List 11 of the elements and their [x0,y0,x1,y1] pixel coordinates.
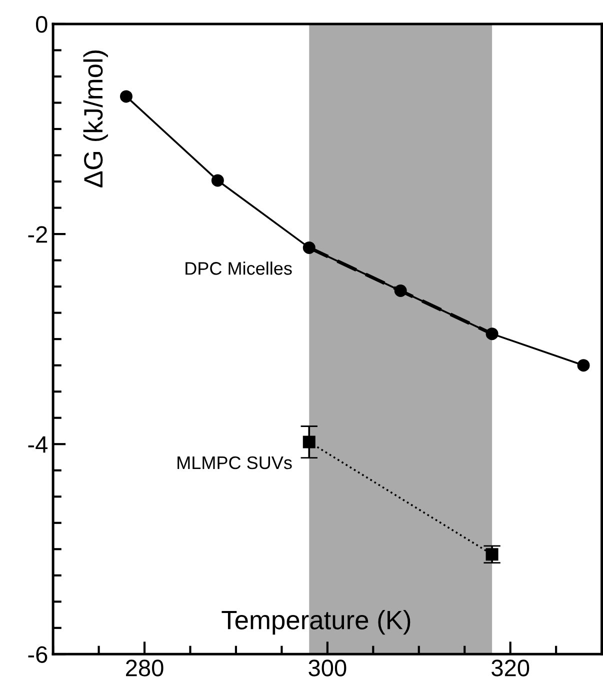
x-tick-label: 300 [308,660,346,676]
x-tick-label: 280 [126,660,164,676]
y-tick-label: 0 [36,16,48,33]
y-tick-label: -6 [28,646,48,663]
annotation: MLMPC SUVs [178,456,292,470]
annotation: DPC Micelles [186,262,292,275]
y-axis-title: ΔG (kJ/mol) [83,50,108,188]
x-tick-label: 320 [492,660,530,676]
y-tick-label: -4 [28,436,48,453]
y-tick-label: -2 [28,226,48,243]
x-axis-title: Temperature (K) [222,610,410,635]
